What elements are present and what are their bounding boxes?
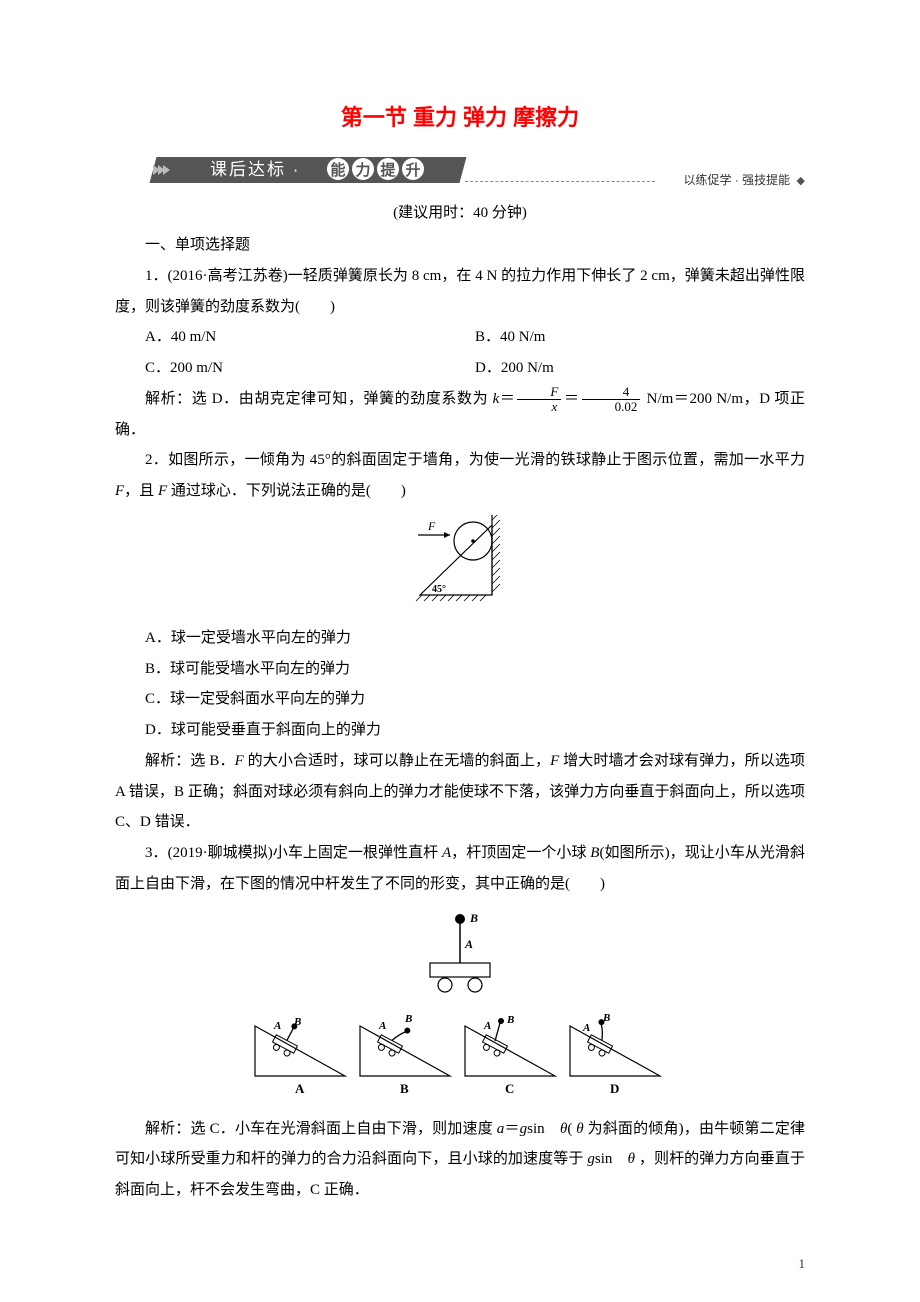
page-title: 第一节 重力 弹力 摩擦力: [115, 100, 805, 132]
diamond-icon: ◆: [797, 175, 805, 187]
circ-3: 提: [377, 158, 399, 180]
q1-stem: 1．(2016·高考江苏卷)一轻质弹簧原长为 8 cm，在 4 N 的拉力作用下…: [115, 261, 805, 323]
svg-text:C: C: [505, 1081, 514, 1096]
q2-stem-a: 2．如图所示，一倾角为 45°的斜面固定于墙角，为使一光滑的铁球静止于图示位置，…: [145, 452, 805, 468]
circ-4: 升: [402, 158, 424, 180]
q2-opt-b: B．球可能受墙水平向左的弹力: [115, 654, 805, 685]
svg-text:A: A: [295, 1081, 305, 1096]
q2-stem-b: ，且: [124, 483, 158, 499]
frac-num: 4: [582, 385, 641, 400]
q2-opt-a: A．球一定受墙水平向左的弹力: [115, 623, 805, 654]
svg-text:A: A: [483, 1020, 491, 1032]
page: 第一节 重力 弹力 摩擦力 课后达标 · 能 力 提 升 以练促学 · 强技提能…: [0, 0, 920, 1302]
section-heading: 一、单项选择题: [115, 230, 805, 261]
chevron-icon: [153, 157, 193, 183]
q1-options: A．40 m/N B．40 N/m C．200 m/N D．200 N/m: [145, 322, 805, 384]
svg-text:B: B: [602, 1012, 610, 1024]
q2-solution: 解析：选 B．F 的大小合适时，球可以静止在无墙的斜面上，F 增大时墙才会对球有…: [115, 746, 805, 838]
q3-stem-a: 3．(2019·聊城模拟)小车上固定一根弹性直杆: [145, 845, 442, 861]
frac-den: 0.02: [582, 400, 641, 414]
frac-num: F: [517, 385, 561, 400]
svg-text:B: B: [506, 1014, 514, 1026]
banner-label: 课后达标 ·: [210, 157, 300, 183]
q3-sol-e: sin: [595, 1151, 628, 1167]
fig-label-f: F: [427, 519, 436, 533]
q2-opt-d: D．球可能受垂直于斜面向上的弹力: [115, 715, 805, 746]
svg-text:D: D: [610, 1081, 619, 1096]
svg-text:B: B: [293, 1016, 301, 1028]
svg-text:B: B: [404, 1013, 412, 1025]
q1-sol-prefix: 解析：选 D．由胡克定律可知，弹簧的劲度系数为: [145, 391, 493, 407]
q2-sol-a: 解析：选 B．: [145, 753, 235, 769]
svg-text:B: B: [400, 1081, 409, 1096]
svg-text:A: A: [464, 937, 473, 951]
time-hint: (建议用时：40 分钟): [115, 201, 805, 222]
svg-text:A: A: [273, 1020, 281, 1032]
q2-figure: F 45°: [115, 515, 805, 615]
svg-text:A: A: [582, 1022, 590, 1034]
q2-stem-c: 通过球心．下列说法正确的是( ): [167, 483, 406, 499]
q2-sol-b: 的大小合适时，球可以静止在无墙的斜面上，: [244, 753, 550, 769]
q2-stem: 2．如图所示，一倾角为 45°的斜面固定于墙角，为使一光滑的铁球静止于图示位置，…: [115, 445, 805, 507]
q1-opt-c: C．200 m/N: [145, 353, 475, 384]
q3-sol-b: sin: [527, 1121, 560, 1137]
q1-opt-a: A．40 m/N: [145, 322, 475, 353]
svg-text:A: A: [378, 1020, 386, 1032]
q3-sol-a: 解析：选 C．小车在光滑斜面上自由下滑，则加速度: [145, 1121, 497, 1137]
circ-1: 能: [327, 158, 349, 180]
circ-2: 力: [352, 158, 374, 180]
q3-stem: 3．(2019·聊城模拟)小车上固定一根弹性直杆 A，杆顶固定一个小球 B(如图…: [115, 838, 805, 900]
page-number: 1: [799, 1256, 806, 1272]
q3-figure-options: A B A A B B: [115, 1011, 805, 1106]
q3-solution: 解析：选 C．小车在光滑斜面上自由下滑，则加速度 a＝gsin θ( θ 为斜面…: [115, 1114, 805, 1206]
fig-label-angle: 45°: [432, 584, 446, 595]
section-banner: 课后达标 · 能 力 提 升 以练促学 · 强技提能 ◆: [115, 157, 805, 189]
banner-dash: [465, 181, 655, 182]
q3-figure-top: B A: [115, 908, 805, 1003]
q3-stem-b: ，杆顶固定一个小球: [451, 845, 590, 861]
banner-right-text: 以练促学 · 强技提能: [684, 173, 791, 187]
banner-circles: 能 力 提 升: [327, 158, 424, 180]
q1-solution: 解析：选 D．由胡克定律可知，弹簧的劲度系数为 k＝Fx＝40.02 N/m＝2…: [115, 384, 805, 446]
q2-opt-c: C．球一定受斜面水平向左的弹力: [115, 684, 805, 715]
q3-sol-c: (: [567, 1121, 576, 1137]
banner-right: 以练促学 · 强技提能 ◆: [684, 171, 805, 188]
q1-opt-b: B．40 N/m: [475, 322, 805, 353]
q1-opt-d: D．200 N/m: [475, 353, 805, 384]
frac-den: x: [517, 400, 561, 414]
svg-text:B: B: [469, 911, 478, 925]
